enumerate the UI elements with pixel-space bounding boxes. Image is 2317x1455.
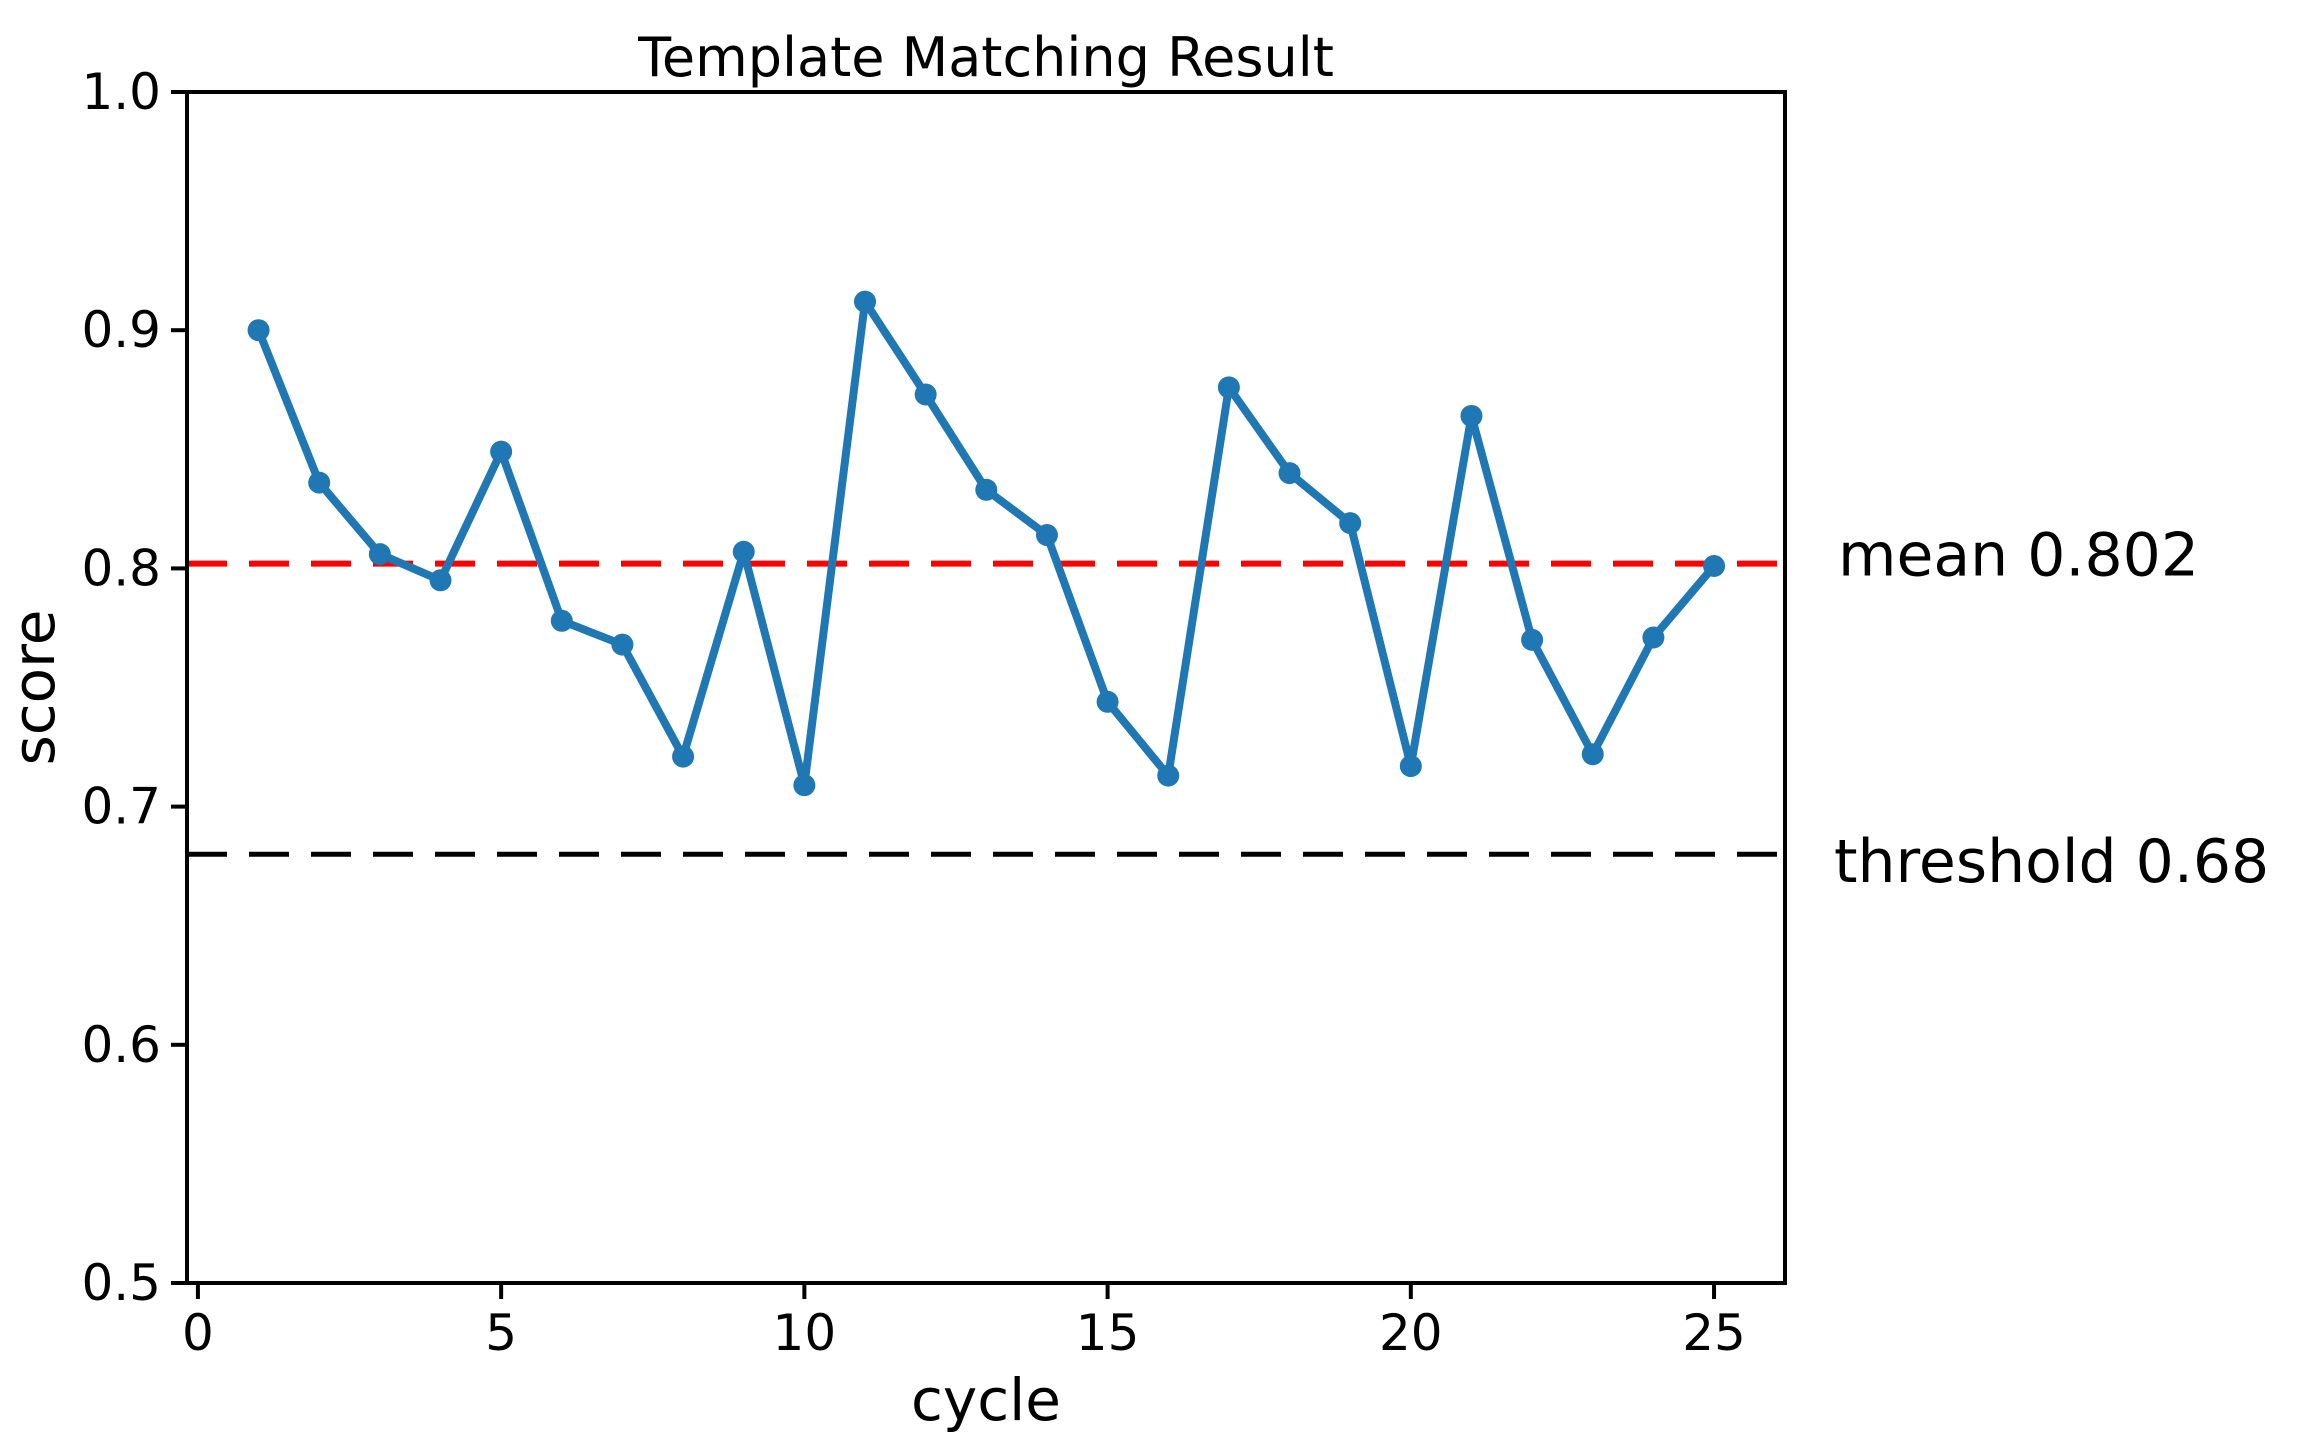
x-tick-label: 10 bbox=[773, 1304, 837, 1362]
x-tick-label: 20 bbox=[1379, 1304, 1443, 1362]
data-point-cycle-18 bbox=[1278, 462, 1301, 485]
score-line bbox=[254, 297, 1719, 790]
data-point-cycle-2 bbox=[308, 471, 331, 494]
data-point-cycle-19 bbox=[1339, 512, 1362, 535]
threshold-annotation: threshold 0.68 bbox=[1834, 827, 2269, 897]
x-axis-ticks: 0 5 10 15 20 25 bbox=[182, 1283, 1746, 1362]
data-point-cycle-21 bbox=[1460, 404, 1483, 427]
score-markers bbox=[247, 290, 1726, 797]
y-tick-label: 0.5 bbox=[81, 1254, 161, 1312]
data-point-cycle-16 bbox=[1157, 764, 1180, 787]
y-tick-label: 0.6 bbox=[81, 1016, 161, 1074]
data-point-cycle-15 bbox=[1096, 690, 1119, 713]
data-point-cycle-5 bbox=[490, 440, 513, 463]
data-point-cycle-1 bbox=[247, 319, 270, 342]
x-tick-label: 15 bbox=[1076, 1304, 1140, 1362]
score-series bbox=[247, 290, 1726, 797]
data-point-cycle-4 bbox=[429, 569, 452, 592]
y-tick-label: 0.7 bbox=[81, 778, 161, 836]
reference-lines bbox=[187, 560, 1785, 857]
data-point-cycle-3 bbox=[368, 543, 391, 566]
data-point-cycle-13 bbox=[975, 478, 998, 501]
y-tick-label: 0.9 bbox=[81, 301, 161, 359]
data-point-cycle-9 bbox=[732, 540, 755, 563]
y-axis-ticks: 0.5 0.6 0.7 0.8 0.9 1.0 bbox=[81, 63, 187, 1312]
data-point-cycle-24 bbox=[1642, 626, 1665, 649]
data-point-cycle-14 bbox=[1035, 524, 1058, 547]
chart-title: Template Matching Result bbox=[637, 26, 1334, 89]
data-point-cycle-12 bbox=[914, 383, 937, 406]
x-tick-label: 5 bbox=[485, 1304, 517, 1362]
plot-border bbox=[185, 90, 1787, 1285]
data-point-cycle-8 bbox=[672, 745, 695, 768]
data-point-cycle-20 bbox=[1399, 755, 1422, 778]
y-tick-label: 1.0 bbox=[81, 63, 161, 121]
y-tick-label: 0.8 bbox=[81, 539, 161, 597]
data-point-cycle-22 bbox=[1521, 628, 1544, 651]
data-point-cycle-10 bbox=[793, 774, 816, 797]
data-point-cycle-25 bbox=[1703, 555, 1726, 578]
y-axis-label: score bbox=[0, 610, 68, 766]
mean-annotation: mean 0.802 bbox=[1838, 521, 2199, 591]
x-axis-label: cycle bbox=[911, 1366, 1061, 1434]
x-tick-label: 0 bbox=[182, 1304, 214, 1362]
data-point-cycle-17 bbox=[1217, 376, 1240, 399]
data-point-cycle-23 bbox=[1581, 743, 1604, 766]
data-point-cycle-6 bbox=[550, 609, 573, 632]
data-point-cycle-7 bbox=[611, 633, 634, 656]
data-point-cycle-11 bbox=[854, 290, 877, 313]
x-tick-label: 25 bbox=[1682, 1304, 1746, 1362]
